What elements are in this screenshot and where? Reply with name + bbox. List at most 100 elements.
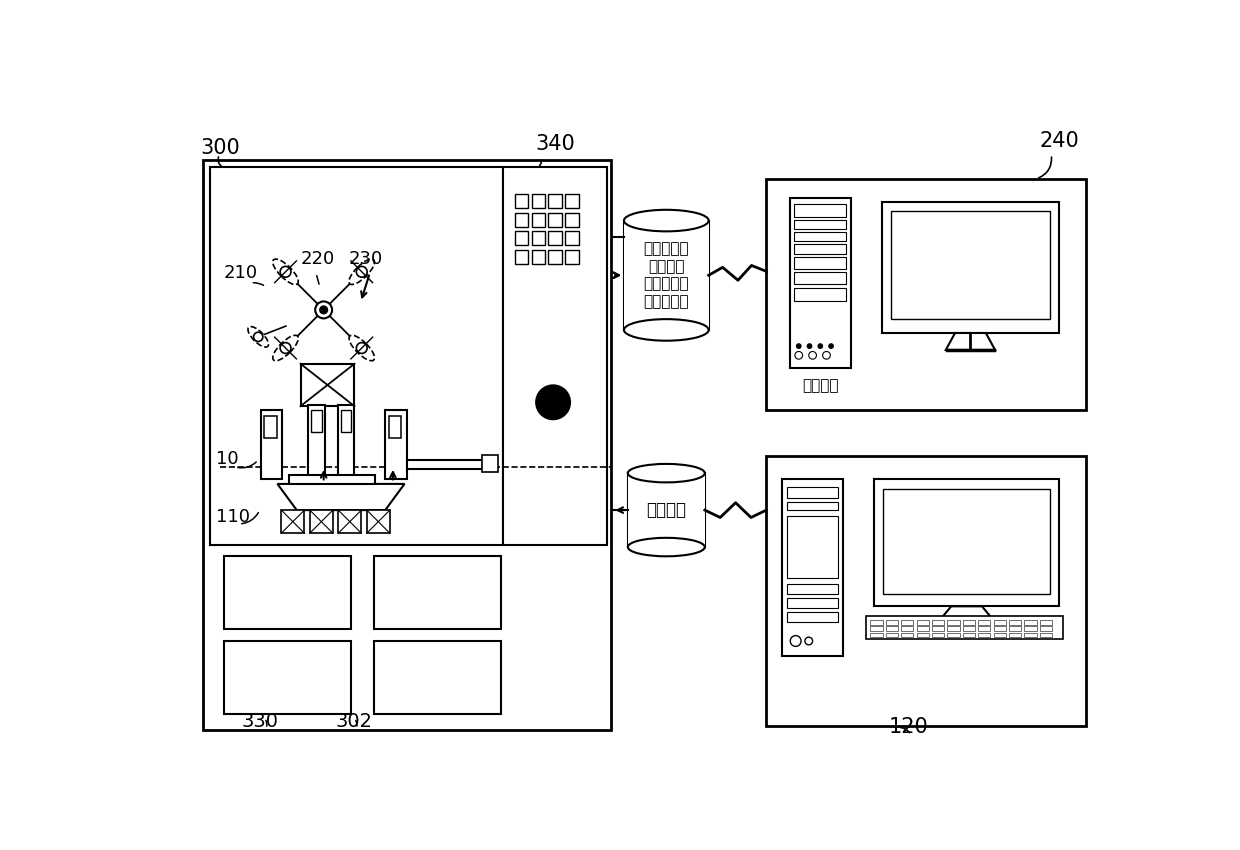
Bar bbox=[882, 202, 1059, 333]
Bar bbox=[885, 620, 898, 625]
Polygon shape bbox=[940, 606, 993, 620]
Ellipse shape bbox=[348, 335, 374, 360]
Bar bbox=[548, 212, 563, 227]
Bar bbox=[337, 405, 355, 478]
Bar bbox=[892, 212, 1050, 319]
Text: 240: 240 bbox=[1040, 131, 1080, 150]
Bar bbox=[794, 257, 847, 269]
Bar bbox=[787, 516, 838, 578]
Bar bbox=[874, 479, 1059, 606]
Circle shape bbox=[807, 343, 812, 348]
Circle shape bbox=[356, 266, 367, 277]
Circle shape bbox=[796, 343, 801, 348]
Polygon shape bbox=[278, 484, 404, 510]
Bar bbox=[962, 626, 975, 631]
Bar bbox=[203, 160, 611, 729]
Bar bbox=[794, 287, 847, 302]
Bar bbox=[1040, 626, 1052, 631]
Circle shape bbox=[315, 302, 332, 319]
Circle shape bbox=[280, 343, 291, 354]
Bar bbox=[932, 626, 945, 631]
Bar bbox=[947, 632, 960, 638]
Bar bbox=[341, 410, 351, 432]
Bar bbox=[885, 626, 898, 631]
Ellipse shape bbox=[273, 259, 299, 285]
Bar bbox=[978, 626, 991, 631]
Bar bbox=[993, 620, 1006, 625]
Bar bbox=[962, 632, 975, 638]
Bar bbox=[787, 487, 838, 498]
Bar bbox=[373, 556, 501, 630]
Bar bbox=[1040, 632, 1052, 638]
Bar bbox=[916, 626, 929, 631]
Bar bbox=[211, 167, 503, 545]
Bar bbox=[548, 250, 563, 264]
Bar bbox=[627, 473, 704, 547]
Bar bbox=[386, 410, 407, 479]
Bar bbox=[223, 641, 351, 714]
Text: 230: 230 bbox=[350, 250, 383, 268]
Bar bbox=[515, 231, 528, 245]
Ellipse shape bbox=[348, 259, 374, 285]
Ellipse shape bbox=[624, 210, 708, 231]
Bar bbox=[389, 416, 402, 438]
Bar bbox=[565, 212, 579, 227]
Bar bbox=[373, 641, 501, 714]
Bar bbox=[790, 198, 851, 368]
Bar bbox=[532, 212, 546, 227]
Bar bbox=[264, 416, 277, 438]
Text: 域控制器: 域控制器 bbox=[802, 378, 838, 394]
Bar bbox=[515, 212, 528, 227]
Bar bbox=[794, 245, 847, 253]
Bar bbox=[883, 489, 1050, 594]
Bar bbox=[339, 510, 361, 533]
Text: 220: 220 bbox=[300, 250, 335, 268]
Text: 10: 10 bbox=[216, 450, 238, 468]
Circle shape bbox=[253, 332, 263, 342]
Bar bbox=[794, 204, 847, 217]
Bar bbox=[223, 556, 351, 630]
Text: 控制指令: 控制指令 bbox=[646, 502, 686, 519]
Bar bbox=[1024, 632, 1037, 638]
Bar bbox=[885, 632, 898, 638]
Bar bbox=[787, 598, 838, 608]
Text: 340: 340 bbox=[536, 134, 575, 155]
Ellipse shape bbox=[248, 326, 269, 347]
Bar bbox=[901, 632, 914, 638]
Bar bbox=[289, 474, 376, 484]
Text: 330: 330 bbox=[242, 712, 278, 731]
Ellipse shape bbox=[624, 319, 708, 341]
Circle shape bbox=[790, 636, 801, 646]
Bar bbox=[978, 632, 991, 638]
Bar bbox=[1009, 620, 1022, 625]
Bar bbox=[565, 250, 579, 264]
Polygon shape bbox=[946, 333, 994, 350]
Bar bbox=[300, 364, 355, 406]
Ellipse shape bbox=[627, 538, 704, 556]
Bar bbox=[548, 231, 563, 245]
Bar bbox=[947, 626, 960, 631]
Bar bbox=[1009, 626, 1022, 631]
Bar bbox=[870, 626, 883, 631]
Bar bbox=[787, 612, 838, 621]
Bar bbox=[565, 195, 579, 208]
Circle shape bbox=[828, 343, 833, 348]
Text: 110: 110 bbox=[216, 507, 249, 525]
Bar bbox=[794, 272, 847, 285]
Text: 210: 210 bbox=[223, 264, 258, 281]
Ellipse shape bbox=[627, 464, 704, 483]
Bar bbox=[515, 250, 528, 264]
Bar bbox=[532, 231, 546, 245]
Bar bbox=[993, 626, 1006, 631]
Bar bbox=[548, 195, 563, 208]
Bar bbox=[916, 632, 929, 638]
Text: 力、力矩、
电压、电
流、转速、
加速度信息: 力、力矩、 电压、电 流、转速、 加速度信息 bbox=[644, 241, 689, 309]
Circle shape bbox=[805, 638, 812, 645]
Bar bbox=[787, 584, 838, 594]
Bar bbox=[367, 510, 389, 533]
Text: 300: 300 bbox=[201, 139, 241, 158]
Bar bbox=[932, 632, 945, 638]
Bar bbox=[1024, 620, 1037, 625]
Bar bbox=[901, 620, 914, 625]
Bar bbox=[515, 195, 528, 208]
